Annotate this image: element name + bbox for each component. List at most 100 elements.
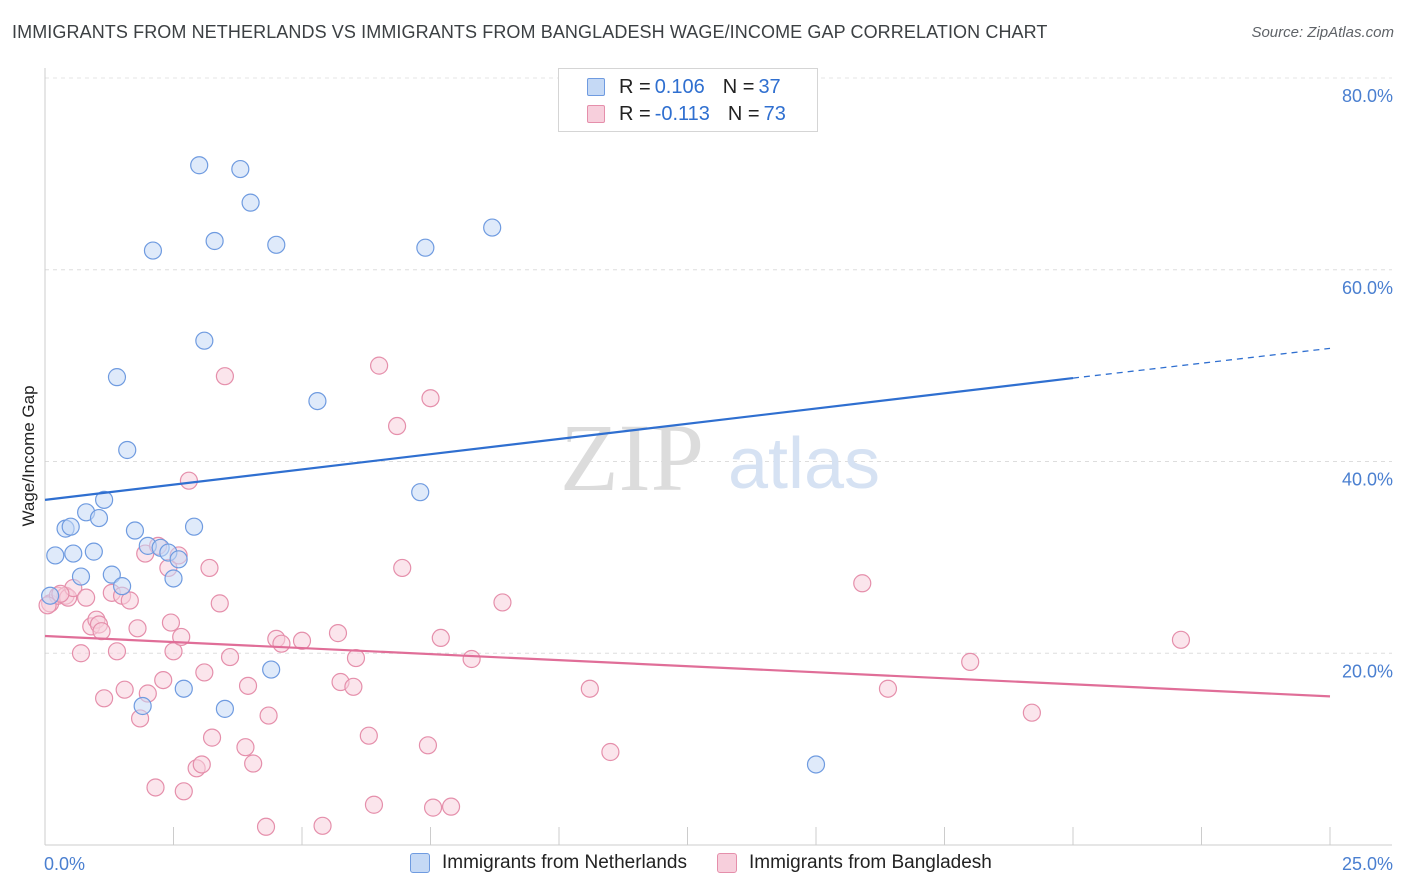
netherlands-point <box>41 586 60 605</box>
legend-swatch-bangladesh <box>587 105 605 123</box>
netherlands-point <box>169 550 188 569</box>
bangladesh-point <box>431 628 450 648</box>
netherlands-point <box>64 544 83 563</box>
bangladesh-point <box>601 742 620 762</box>
bangladesh-point <box>493 593 512 612</box>
watermark-atlas: atlas <box>728 424 880 504</box>
netherlands-point <box>195 331 214 350</box>
bangladesh-point <box>200 558 219 578</box>
legend-n-value: 73 <box>763 102 786 125</box>
y-tick-label: 20.0% <box>1342 661 1393 681</box>
bangladesh-point <box>146 778 165 797</box>
netherlands-point <box>190 156 209 175</box>
bangladesh-point <box>236 738 255 757</box>
legend-r-label: R = <box>619 102 651 125</box>
series-legend-bangladesh: Immigrants from Bangladesh <box>716 852 992 874</box>
netherlands-point <box>143 241 163 260</box>
bangladesh-point <box>161 613 181 632</box>
y-axis-label: Wage/Income Gap <box>19 385 38 526</box>
legend-swatch-netherlands <box>587 78 605 96</box>
bangladesh-point <box>71 644 91 663</box>
bangladesh-point <box>1022 703 1041 722</box>
bangladesh-point <box>462 649 481 669</box>
netherlands-point <box>231 159 250 179</box>
netherlands-point <box>112 577 132 596</box>
bangladesh-point <box>346 648 366 668</box>
bangladesh-point <box>328 624 348 643</box>
netherlands-point <box>184 517 204 536</box>
netherlands-point <box>89 508 109 528</box>
series-name-netherlands: Immigrants from Netherlands <box>442 852 687 873</box>
legend-r-value: -0.113 <box>654 102 710 125</box>
bangladesh-point <box>393 558 412 578</box>
netherlands-point <box>806 755 826 774</box>
netherlands-point <box>95 490 114 509</box>
bangladesh-point <box>878 679 898 698</box>
bangladesh-point <box>238 676 258 695</box>
bangladesh-point <box>95 689 114 708</box>
watermark: ZIP atlas <box>560 404 880 511</box>
netherlands-point <box>241 193 260 212</box>
bangladesh-point <box>259 706 278 725</box>
x-tick-label: 0.0% <box>44 854 85 874</box>
bangladesh-point <box>92 622 111 641</box>
netherlands-point <box>267 235 286 254</box>
netherlands-point <box>71 567 91 586</box>
y-tick-label: 40.0% <box>1342 470 1393 490</box>
bangladesh-point <box>1171 630 1191 649</box>
legend-row-netherlands: R = 0.106 N = 37 <box>587 74 781 100</box>
bangladesh-point <box>359 726 378 745</box>
legend-n-label: N = <box>727 102 760 125</box>
bangladesh-point <box>344 677 363 696</box>
y-tick-label: 80.0% <box>1342 86 1393 106</box>
bangladesh-point <box>961 652 980 671</box>
bangladesh-point <box>421 389 440 408</box>
bangladesh-point <box>192 755 211 774</box>
trend-lines <box>44 347 1331 698</box>
bangladesh-point <box>272 634 291 653</box>
netherlands-trend-line-extension <box>1072 347 1331 379</box>
netherlands-point <box>107 368 127 387</box>
bangladesh-point <box>115 680 134 699</box>
series-legend-netherlands: Immigrants from Netherlands <box>410 852 687 874</box>
watermark-zip: ZIP <box>560 404 704 511</box>
series-legend: Immigrants from Netherlands Immigrants f… <box>410 852 1022 874</box>
netherlands-point <box>84 542 103 561</box>
bangladesh-point <box>441 797 461 816</box>
bangladesh-point <box>120 591 139 610</box>
bangladesh-point <box>364 795 384 814</box>
netherlands-point <box>46 546 65 565</box>
series-swatch-bangladesh <box>716 853 737 873</box>
series-name-bangladesh: Immigrants from Bangladesh <box>748 852 992 873</box>
axes <box>44 68 1392 846</box>
bangladesh-point <box>580 679 599 698</box>
legend-row-bangladesh: R = -0.113 N = 73 <box>587 101 786 127</box>
netherlands-point <box>118 440 137 460</box>
netherlands-point <box>164 569 183 588</box>
bangladesh-point <box>210 594 229 613</box>
bangladesh-point <box>174 782 193 801</box>
legend-n-value: 37 <box>758 75 781 98</box>
chart-title: IMMIGRANTS FROM NETHERLANDS VS IMMIGRANT… <box>12 22 1048 42</box>
netherlands-trend-line <box>44 376 1074 501</box>
tick-labels: 20.0% 40.0% 60.0% 80.0% 0.0% 25.0% <box>44 86 1393 874</box>
x-tick-label: 25.0% <box>1342 854 1393 874</box>
bangladesh-trend-line <box>44 634 1331 698</box>
bangladesh-point <box>853 574 872 593</box>
bangladesh-point <box>77 588 96 607</box>
bangladesh-point <box>244 754 263 773</box>
netherlands-point <box>483 218 502 237</box>
bangladesh-point <box>215 367 234 386</box>
legend-r-label: R = <box>619 75 651 98</box>
netherlands-point <box>215 699 234 718</box>
bangladesh-point <box>107 642 127 661</box>
bangladesh-point <box>202 728 222 747</box>
bangladesh-point <box>370 356 389 375</box>
bangladesh-point <box>195 663 214 682</box>
bangladesh-point <box>313 816 332 835</box>
netherlands-point <box>125 521 145 540</box>
netherlands-point <box>416 238 435 257</box>
bangladesh-point <box>423 798 443 817</box>
bangladesh-point <box>387 416 407 436</box>
series-swatch-netherlands <box>410 853 430 873</box>
